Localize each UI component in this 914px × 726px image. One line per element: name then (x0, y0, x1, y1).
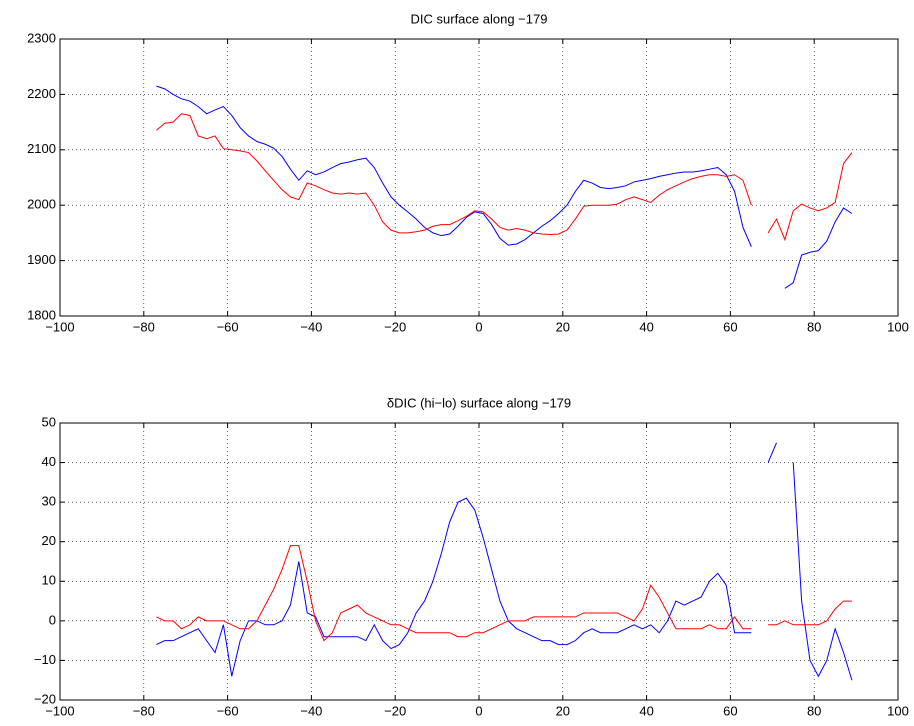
y-tick-label: 2300 (27, 30, 56, 45)
y-tick-label: 30 (42, 494, 56, 509)
x-tick-label: 0 (475, 703, 482, 718)
chart-title: δDIC (hi−lo) surface along −179 (387, 395, 571, 410)
chart-title: DIC surface along −179 (411, 11, 548, 26)
x-tick-label: 0 (475, 319, 482, 334)
x-tick-label: −100 (45, 319, 74, 334)
y-tick-label: 2200 (27, 86, 56, 101)
x-tick-label: 80 (807, 703, 821, 718)
x-tick-label: −80 (133, 703, 155, 718)
x-tick-label: 40 (639, 319, 653, 334)
x-tick-label: −40 (300, 703, 322, 718)
y-tick-label: 50 (42, 414, 56, 429)
x-tick-label: 20 (556, 319, 570, 334)
y-tick-label: 1900 (27, 252, 56, 267)
x-tick-label: 100 (887, 319, 909, 334)
x-tick-label: 60 (723, 319, 737, 334)
data-line (156, 545, 852, 642)
y-tick-label: 0 (49, 612, 56, 627)
x-tick-label: 20 (556, 703, 570, 718)
y-tick-label: 10 (42, 573, 56, 588)
y-tick-label: 2100 (27, 141, 56, 156)
x-tick-label: −20 (384, 703, 406, 718)
plot-frame (59, 422, 899, 701)
x-tick-label: 100 (887, 703, 909, 718)
x-tick-label: −100 (45, 703, 74, 718)
x-tick-label: −80 (133, 319, 155, 334)
x-tick-label: 80 (807, 319, 821, 334)
data-line (156, 113, 853, 242)
data-line (156, 442, 853, 681)
y-tick-label: 40 (42, 454, 56, 469)
y-tick-label: 1800 (27, 307, 56, 322)
data-line (156, 85, 853, 289)
y-tick-label: −10 (34, 652, 56, 667)
y-tick-label: −20 (34, 691, 56, 706)
x-tick-label: 60 (723, 703, 737, 718)
x-tick-label: −20 (384, 319, 406, 334)
x-tick-label: −60 (217, 703, 239, 718)
plot-frame (59, 38, 899, 317)
x-tick-label: 40 (639, 703, 653, 718)
y-tick-label: 2000 (27, 197, 56, 212)
x-tick-label: −60 (217, 319, 239, 334)
y-tick-label: 20 (42, 533, 56, 548)
x-tick-label: −40 (300, 319, 322, 334)
